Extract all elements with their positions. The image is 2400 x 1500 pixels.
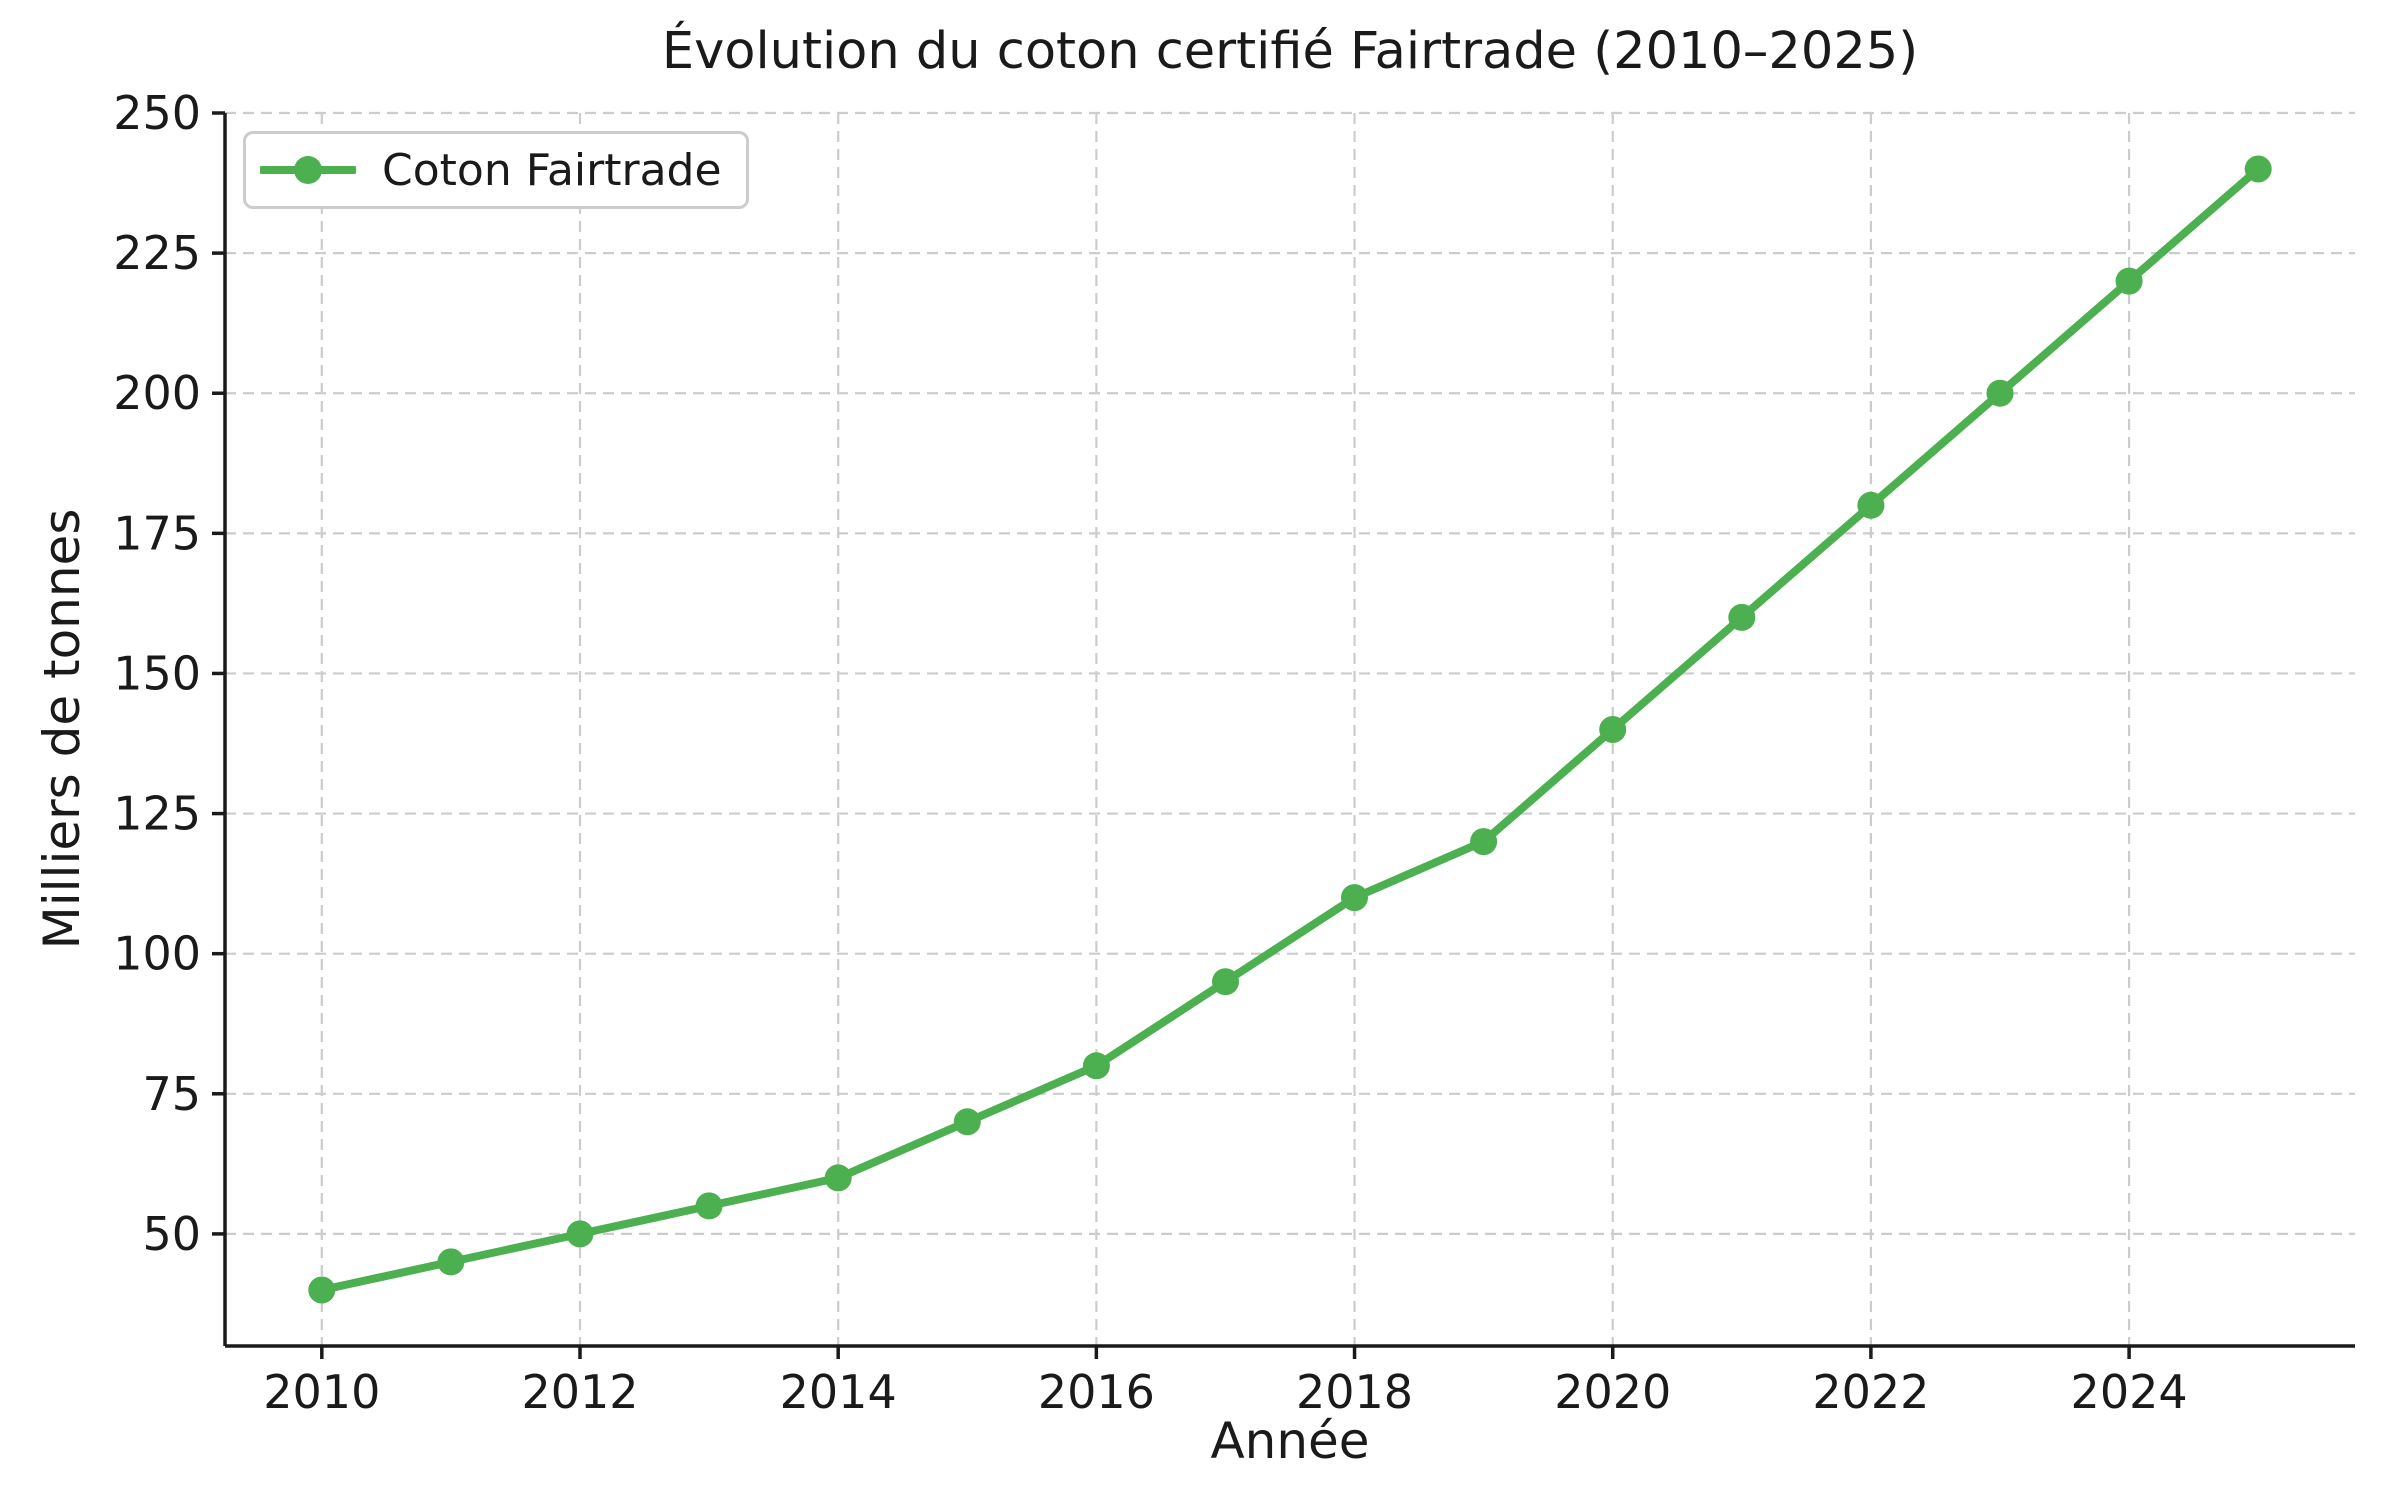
data-point-marker	[437, 1248, 465, 1276]
y-tick-label: 225	[113, 226, 201, 280]
data-point-marker	[1082, 1052, 1110, 1080]
data-point-marker	[1728, 603, 1756, 631]
y-tick-label: 125	[113, 787, 201, 841]
data-point-marker	[2115, 267, 2143, 295]
x-tick-label: 2022	[1812, 1365, 1929, 1419]
legend-label: Coton Fairtrade	[382, 144, 722, 196]
x-tick-label: 2020	[1554, 1365, 1671, 1419]
data-point-marker	[2244, 155, 2272, 183]
x-tick-label: 2012	[521, 1365, 638, 1419]
data-line	[317, 165, 2263, 1294]
y-tick-label: 150	[113, 646, 201, 700]
y-tick-label: 100	[113, 927, 201, 981]
data-point-marker	[1857, 491, 1885, 519]
y-axis-label: Milliers de tonnes	[33, 508, 91, 950]
legend: Coton Fairtrade	[243, 131, 749, 209]
x-tick-label: 2024	[2071, 1365, 2188, 1419]
y-tick-label: 50	[142, 1207, 201, 1261]
data-point-marker	[1986, 379, 2014, 407]
data-point-marker	[566, 1220, 594, 1248]
x-tick-label: 2014	[780, 1365, 897, 1419]
x-tick-label: 2016	[1038, 1365, 1155, 1419]
x-axis-label: Année	[1210, 1412, 1370, 1470]
data-point-marker	[824, 1164, 852, 1192]
data-point-marker	[1341, 884, 1368, 912]
x-tick-label: 2010	[263, 1365, 380, 1419]
data-point-marker	[695, 1192, 723, 1220]
legend-marker-icon	[294, 156, 322, 184]
data-point-marker	[953, 1108, 981, 1136]
data-point-marker	[308, 1276, 336, 1304]
data-point-marker	[1212, 968, 1239, 996]
y-tick-label: 175	[113, 506, 201, 560]
data-point-marker	[1599, 716, 1627, 743]
y-tick-label: 75	[142, 1067, 201, 1121]
data-point-marker	[1470, 828, 1498, 856]
y-tick-label: 250	[113, 86, 201, 140]
chart-title: Évolution du coton certifié Fairtrade (2…	[661, 22, 1919, 81]
x-tick-label: 2018	[1296, 1365, 1413, 1419]
y-tick-label: 200	[113, 366, 201, 420]
legend-line-sample	[260, 156, 356, 184]
